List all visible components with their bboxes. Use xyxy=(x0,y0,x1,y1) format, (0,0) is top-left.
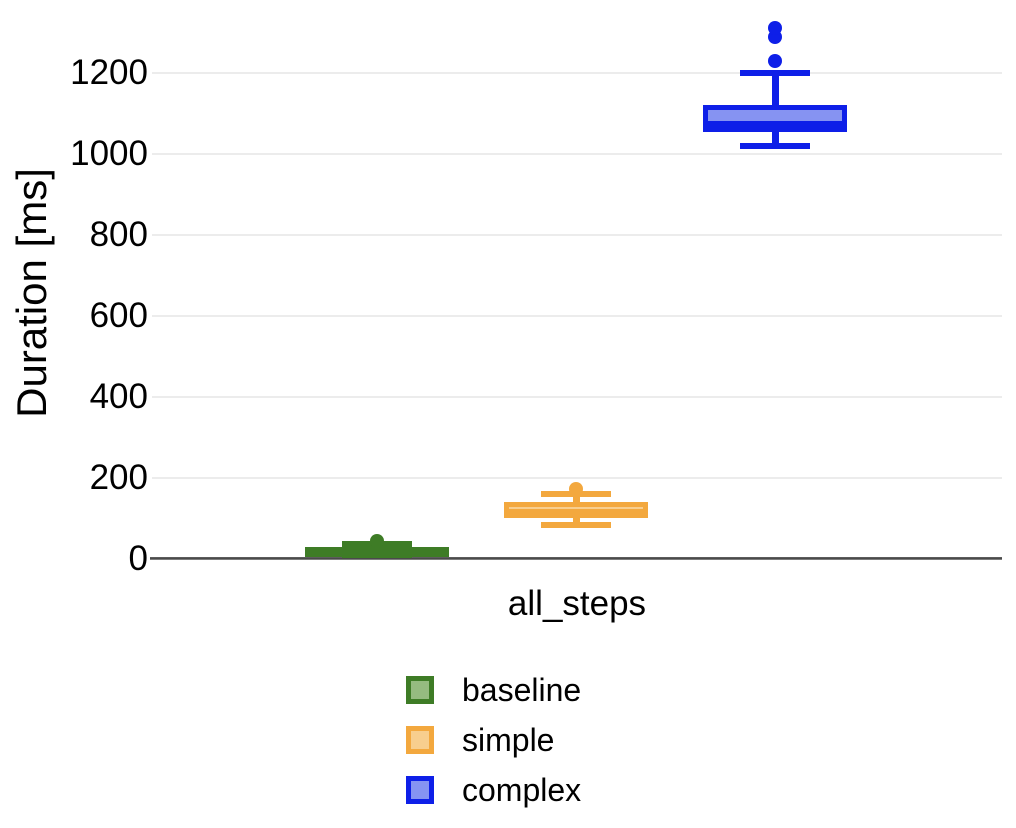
gridline-1000 xyxy=(152,153,1002,155)
x-axis-category-label: all_steps xyxy=(507,584,647,623)
gridline-800 xyxy=(152,234,1002,236)
gridline-200 xyxy=(152,477,1002,479)
median-line-complex xyxy=(703,120,847,127)
gridline-1200 xyxy=(152,72,1002,74)
y-tick-label-1200: 1200 xyxy=(70,53,148,92)
outlier-dot-complex-0 xyxy=(768,53,782,68)
y-tick-label-1000: 1000 xyxy=(70,134,148,173)
legend-label-complex: complex xyxy=(462,772,582,808)
legend: baseline simple complex xyxy=(406,672,582,826)
y-tick-label-200: 200 xyxy=(89,458,148,497)
outlier-dot-baseline-0 xyxy=(370,534,384,549)
legend-item-complex: complex xyxy=(406,772,582,808)
upper-whisker-cap-complex xyxy=(740,70,810,76)
outlier-dot-simple-0 xyxy=(569,482,583,497)
median-line-simple xyxy=(504,508,648,515)
y-tick-label-0: 0 xyxy=(128,539,148,578)
outlier-dot-complex-2 xyxy=(768,21,782,36)
y-tick-label-400: 400 xyxy=(89,377,148,416)
legend-label-baseline: baseline xyxy=(462,672,582,708)
legend-label-simple: simple xyxy=(462,722,555,758)
legend-item-simple: simple xyxy=(406,722,581,758)
median-line-baseline xyxy=(305,547,449,554)
legend-item-baseline: baseline xyxy=(406,672,582,708)
gridline-600 xyxy=(152,315,1002,317)
legend-swatch-baseline xyxy=(406,676,434,704)
lower-whisker-cap-simple xyxy=(541,521,611,528)
y-tick-label-600: 600 xyxy=(89,296,148,335)
x-axis-line xyxy=(150,557,1002,560)
legend-swatch-simple xyxy=(406,726,434,754)
box-complex xyxy=(703,105,847,132)
y-tick-label-800: 800 xyxy=(89,215,148,254)
gridline-400 xyxy=(152,396,1002,398)
lower-whisker-cap-complex xyxy=(740,142,810,149)
legend-swatch-complex xyxy=(406,776,434,804)
